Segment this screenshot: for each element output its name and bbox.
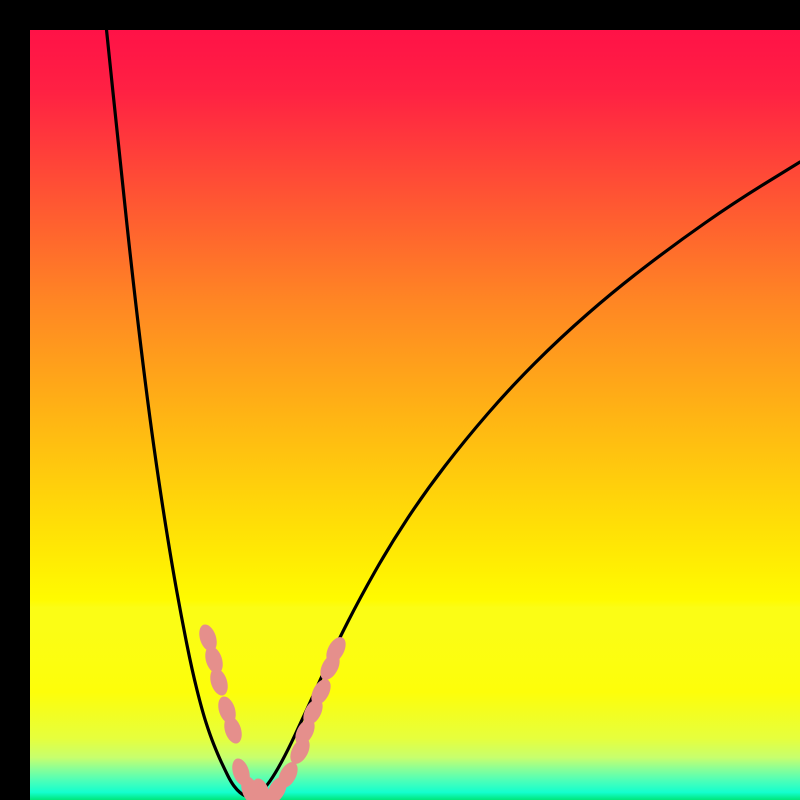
data-marker: [249, 776, 273, 800]
data-marker: [263, 774, 290, 800]
border-left: [0, 0, 30, 800]
data-marker: [202, 644, 226, 676]
curve-right: [252, 162, 800, 797]
data-marker: [238, 774, 262, 800]
data-marker: [274, 759, 301, 791]
data-markers: [196, 622, 350, 800]
figure-frame: TheBottleneck.com: [0, 0, 800, 800]
data-marker: [229, 756, 253, 788]
data-marker: [207, 666, 231, 698]
data-marker: [196, 622, 220, 654]
plot-svg: [30, 30, 800, 800]
data-marker: [221, 714, 245, 746]
data-marker: [299, 696, 326, 728]
border-top: [30, 0, 800, 30]
data-marker: [307, 676, 334, 708]
gradient-background: [30, 30, 800, 800]
curve-left: [106, 30, 252, 797]
data-marker: [286, 735, 313, 767]
data-marker: [291, 716, 318, 748]
data-marker: [322, 634, 349, 666]
plot-area: [30, 30, 800, 800]
data-marker: [316, 651, 343, 683]
data-marker: [215, 694, 239, 726]
